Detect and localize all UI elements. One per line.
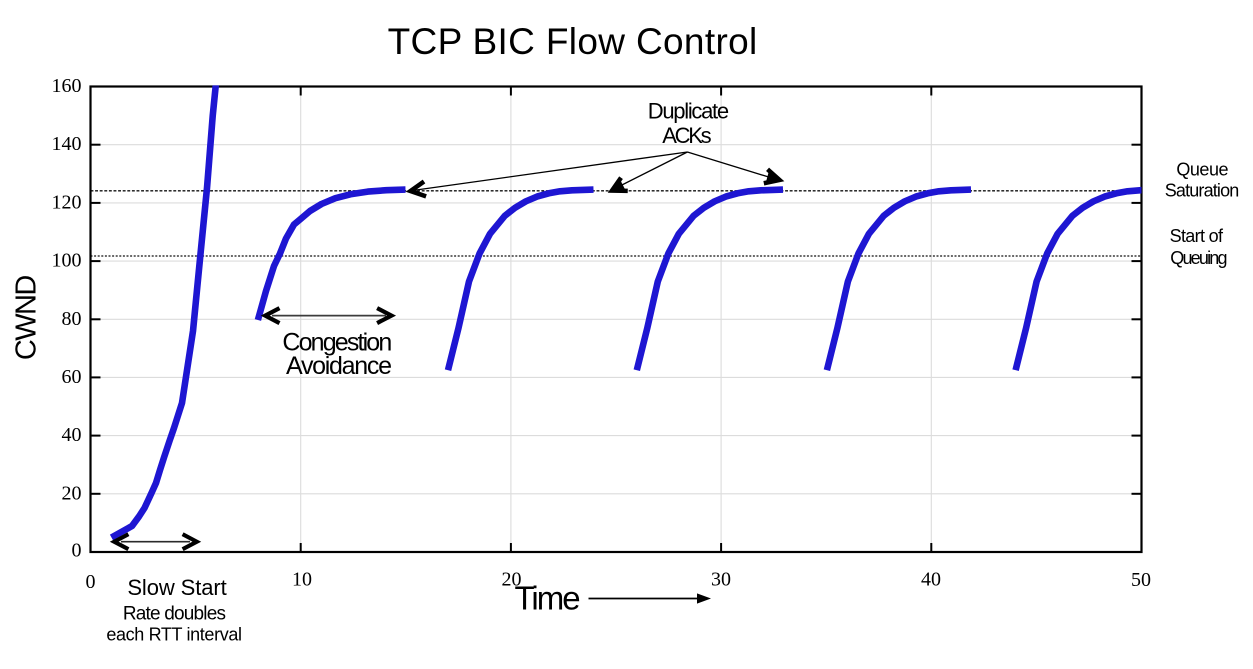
svg-text:Saturation: Saturation bbox=[1165, 181, 1239, 201]
svg-text:each RTT interval: each RTT interval bbox=[106, 625, 241, 645]
svg-text:CWND: CWND bbox=[11, 276, 43, 360]
svg-text:Congestion: Congestion bbox=[282, 328, 391, 356]
svg-text:ACKs: ACKs bbox=[662, 123, 711, 148]
svg-text:Queue: Queue bbox=[1176, 159, 1228, 179]
svg-text:140: 140 bbox=[52, 133, 82, 155]
svg-text:20: 20 bbox=[502, 569, 522, 591]
svg-text:TCP BIC Flow Control: TCP BIC Flow Control bbox=[388, 21, 758, 62]
svg-text:120: 120 bbox=[52, 191, 82, 213]
svg-text:60: 60 bbox=[62, 366, 82, 388]
svg-text:100: 100 bbox=[52, 250, 82, 272]
svg-text:Time: Time bbox=[514, 579, 579, 616]
svg-text:Rate doubles: Rate doubles bbox=[123, 603, 226, 624]
svg-text:40: 40 bbox=[62, 424, 82, 446]
svg-text:40: 40 bbox=[921, 569, 941, 591]
svg-text:Slow Start: Slow Start bbox=[127, 575, 226, 600]
svg-text:30: 30 bbox=[711, 569, 731, 591]
svg-text:Avoidance: Avoidance bbox=[286, 352, 391, 380]
svg-text:Duplicate: Duplicate bbox=[648, 99, 729, 124]
svg-text:0: 0 bbox=[72, 540, 82, 562]
svg-text:80: 80 bbox=[62, 308, 82, 330]
svg-text:10: 10 bbox=[292, 569, 312, 591]
svg-text:50: 50 bbox=[1131, 569, 1151, 591]
svg-text:160: 160 bbox=[52, 75, 82, 97]
svg-text:Start of: Start of bbox=[1170, 226, 1224, 246]
svg-text:Queuing: Queuing bbox=[1170, 248, 1226, 268]
svg-text:20: 20 bbox=[62, 482, 82, 504]
svg-text:0: 0 bbox=[86, 571, 96, 593]
